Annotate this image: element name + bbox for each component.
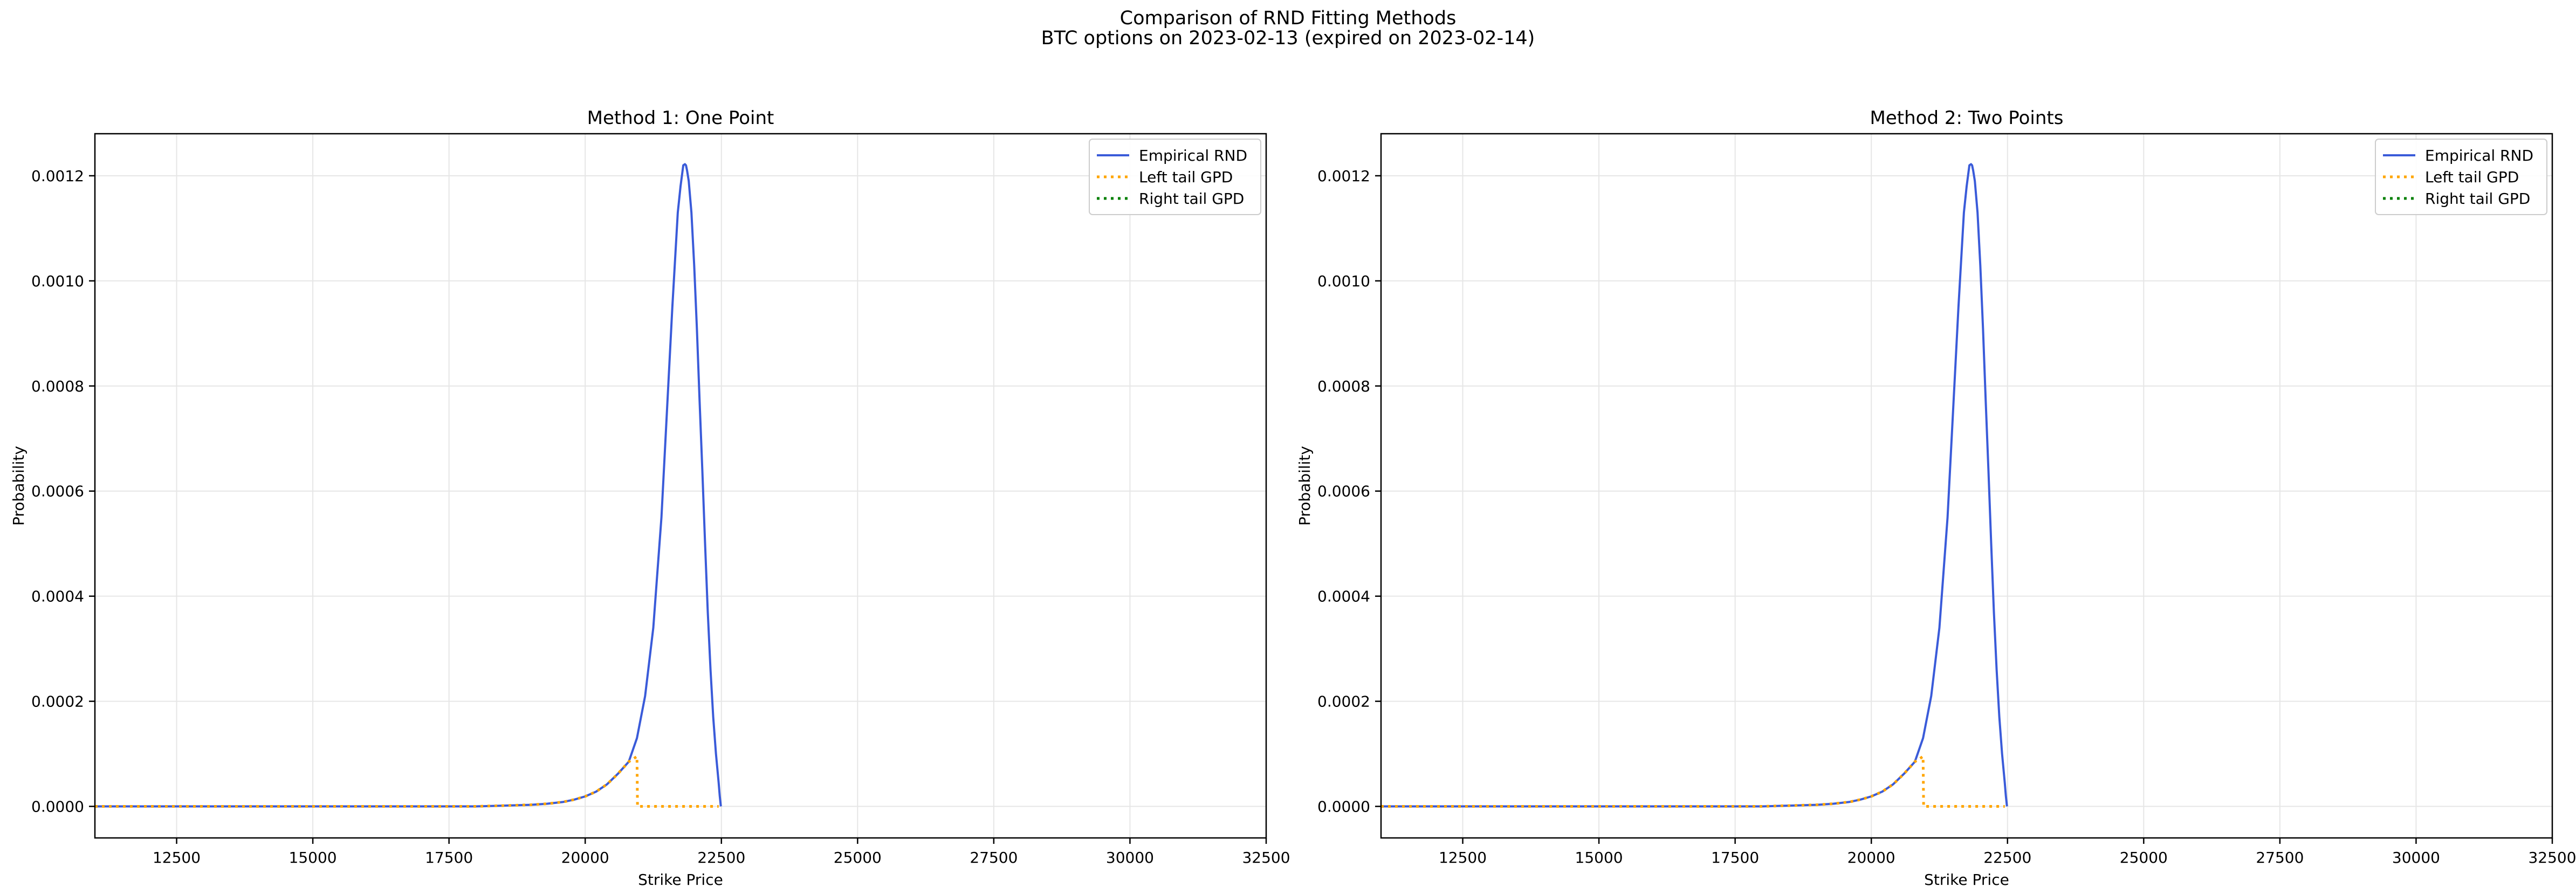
x-tick-label: 25000 — [834, 849, 882, 867]
y-tick-label: 0.0006 — [1317, 483, 1370, 500]
legend: Empirical RND Left tail GPD Right tail GPD — [2375, 139, 2547, 215]
y-tick-label: 0.0008 — [1317, 377, 1370, 395]
y-axis-label: Probability — [1296, 446, 1314, 526]
y-tick-label: 0.0000 — [1317, 798, 1370, 816]
x-axis-label: Strike Price — [638, 871, 723, 889]
axes-frame — [1380, 133, 2553, 839]
y-tick-label: 0.0002 — [31, 693, 84, 711]
x-tick-label: 32500 — [1242, 849, 1290, 867]
legend-label: Right tail GPD — [1139, 190, 1244, 208]
y-tick-label: 0.0008 — [31, 377, 84, 395]
legend-box — [1089, 139, 1261, 215]
legend-label: Left tail GPD — [2425, 168, 2519, 186]
x-tick-label: 22500 — [697, 849, 745, 867]
legend-label: Left tail GPD — [1139, 168, 1233, 186]
y-tick-label: 0.0010 — [31, 272, 84, 290]
figure-suptitle-line-1: Comparison of RND Fitting Methods — [1119, 8, 1457, 29]
y-tick-label: 0.0002 — [1317, 693, 1370, 711]
x-tick-label: 17500 — [425, 849, 473, 867]
x-tick-label: 22500 — [1983, 849, 2031, 867]
chart-panel-2: 12500 15000 17500 20000 22500 25000 27500 30000… — [1296, 107, 2576, 889]
legend-label: Empirical RND — [1139, 147, 1247, 164]
y-tick-label: 0.0006 — [31, 483, 84, 500]
x-tick-label: 15000 — [289, 849, 337, 867]
legend-label: Right tail GPD — [2425, 190, 2530, 208]
chart-title: Method 1: One Point — [587, 107, 774, 129]
chart-title: Method 2: Two Points — [1870, 107, 2064, 129]
y-tick-label: 0.0012 — [31, 167, 84, 185]
y-axis-label: Probability — [10, 446, 28, 526]
x-tick-label: 17500 — [1711, 849, 1759, 867]
x-tick-label: 30000 — [1106, 849, 1154, 867]
x-tick-label: 20000 — [561, 849, 609, 867]
x-axis-label: Strike Price — [1924, 871, 2009, 889]
y-tick-label: 0.0012 — [1317, 167, 1370, 185]
series-line-left-tail-gpd — [1381, 755, 2005, 808]
y-tick-label: 0.0000 — [31, 798, 84, 816]
x-tick-label: 12500 — [1439, 849, 1487, 867]
x-tick-label: 30000 — [2392, 849, 2440, 867]
figure-suptitle-line-2: BTC options on 2023-02-13 (expired on 20… — [1041, 27, 1535, 49]
series-line-left-tail-gpd — [95, 755, 719, 808]
y-tick-label: 0.0004 — [31, 588, 84, 606]
x-tick-label: 20000 — [1847, 849, 1895, 867]
legend-label: Empirical RND — [2425, 147, 2533, 164]
x-tick-label: 32500 — [2528, 849, 2576, 867]
y-tick-label: 0.0004 — [1317, 588, 1370, 606]
series-line-empirical-rnd — [95, 163, 722, 808]
x-tick-label: 27500 — [970, 849, 1018, 867]
x-tick-label: 27500 — [2256, 849, 2304, 867]
legend-box — [2375, 139, 2547, 215]
series-line-empirical-rnd — [1381, 163, 2008, 808]
chart-panel-1: 12500 15000 17500 20000 22500 25000 27500 30000… — [10, 107, 1290, 889]
legend: Empirical RND Left tail GPD Right tail GPD — [1089, 139, 1261, 215]
x-tick-label: 12500 — [153, 849, 201, 867]
axes-frame — [94, 133, 1267, 839]
y-tick-label: 0.0010 — [1317, 272, 1370, 290]
x-tick-label: 25000 — [2120, 849, 2168, 867]
x-tick-label: 15000 — [1575, 849, 1623, 867]
